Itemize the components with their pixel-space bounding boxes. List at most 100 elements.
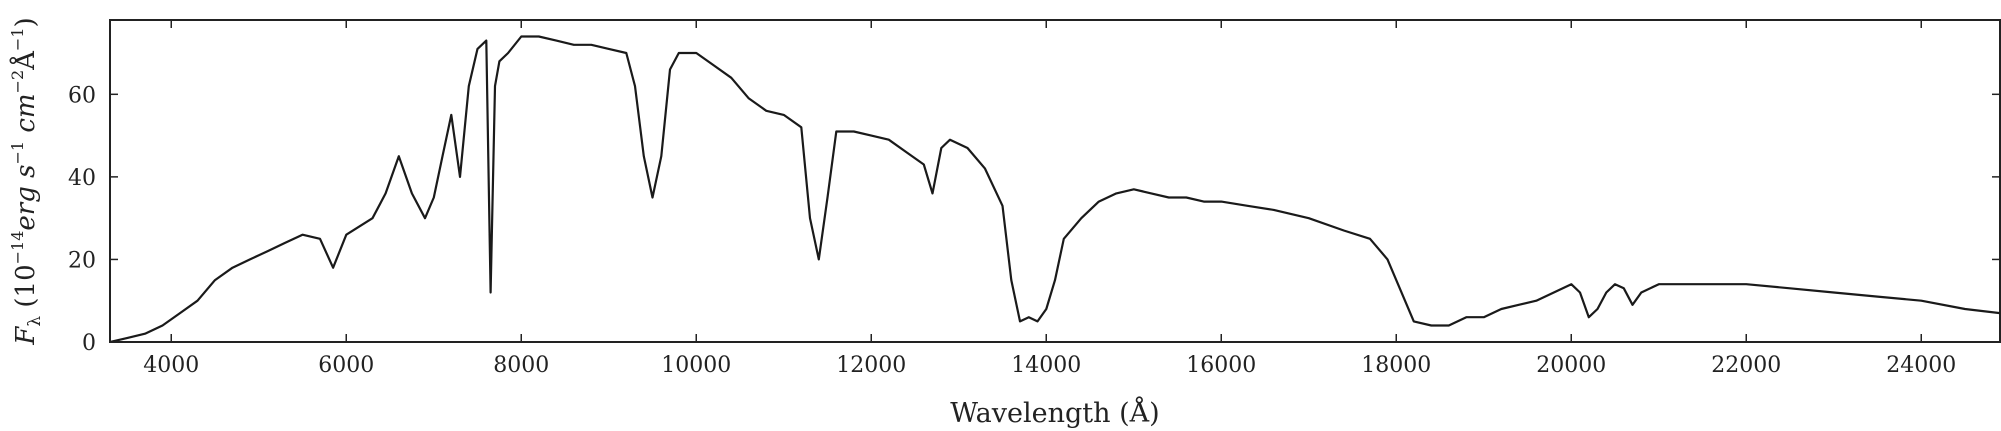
spectrum-data-point <box>625 52 627 54</box>
spectrum-data-point <box>1579 291 1581 294</box>
spectrum-data-point <box>1631 304 1634 306</box>
spectrum-data-point <box>144 333 146 335</box>
spectrum-data-point <box>249 258 251 260</box>
spectrum-data-point <box>126 337 129 339</box>
spectrum-data-point <box>573 44 575 46</box>
spectrum-data-point <box>450 114 452 116</box>
spectrum-data-point <box>940 147 942 149</box>
plot-frame <box>109 19 2001 343</box>
spectrum-data-point <box>1518 304 1520 306</box>
spectrum-data-point <box>1483 316 1485 318</box>
spectrum-data-point <box>888 139 890 141</box>
spectrum-data-point <box>1185 196 1187 199</box>
spectrum-data-point <box>783 114 785 116</box>
spectrum-data-point <box>358 225 360 227</box>
spectrum-data-point <box>231 267 234 269</box>
spectrum-series-line <box>110 35 2000 342</box>
spectrum-data-point <box>966 147 969 149</box>
y-tick-label: 40 <box>68 166 96 191</box>
spectrum-data-point <box>1701 283 1704 285</box>
spectrum-data-point <box>1623 287 1625 289</box>
spectrum-data-point <box>284 242 286 244</box>
spectrum-data-point <box>1535 300 1537 302</box>
spectrum-data-point <box>494 85 496 87</box>
y-tick-label: 20 <box>68 248 96 273</box>
spectrum-data-point <box>433 196 435 199</box>
spectrum-data-point <box>1054 279 1056 281</box>
spectrum-data-point <box>490 291 492 294</box>
x-tick-label: 12000 <box>836 353 906 378</box>
spectrum-data-point <box>507 52 509 54</box>
spectrum-data-point <box>660 155 662 157</box>
spectrum-data-point <box>643 155 645 157</box>
spectrum-data-point <box>345 234 347 236</box>
spectrum-data-point <box>301 234 304 236</box>
spectrum-data-point <box>669 68 671 71</box>
spectrum-data-point <box>590 44 592 46</box>
spectrum-data-point <box>398 155 400 157</box>
spectrum-data-point <box>1273 209 1275 211</box>
spectrum-data-point <box>332 267 334 269</box>
spectrum-data-point <box>1133 188 1135 190</box>
spectrum-data-point <box>1999 312 2000 314</box>
spectrum-data-point <box>1203 201 1205 203</box>
spectrum-data-point <box>485 40 487 42</box>
x-tick-label: 10000 <box>661 353 731 378</box>
spectrum-data-point <box>1220 201 1222 203</box>
x-tick-label: 4000 <box>143 353 199 378</box>
spectrum-data-point <box>695 52 697 54</box>
spectrum-data-point <box>730 77 732 79</box>
spectrum-data-point <box>1500 308 1502 310</box>
spectrum-data-point <box>411 192 413 194</box>
spectrum-data-point <box>1028 316 1030 318</box>
spectrum-data-point <box>1833 291 1835 294</box>
spectrum-data-point <box>949 139 951 141</box>
spectrum-data-point <box>319 238 321 240</box>
x-tick-label: 24000 <box>1886 353 1956 378</box>
spectrum-data-point <box>905 151 907 153</box>
spectrum-data-point <box>651 196 654 199</box>
spectrum-data-point <box>1596 308 1599 310</box>
spectrum-data-point <box>713 64 715 66</box>
spectrum-data-point <box>1019 320 1021 322</box>
spectrum-data-point <box>1036 320 1039 322</box>
spectrum-data-point <box>870 135 872 137</box>
spectrum-data-point <box>1465 316 1467 318</box>
spectrum-data-point <box>826 196 829 199</box>
spectrum-data-point <box>984 168 986 170</box>
spectrum-data-point <box>765 110 767 112</box>
spectrum-data-point <box>1308 217 1310 219</box>
spectrum-data-point <box>748 97 750 99</box>
spectrum-data-point <box>538 35 540 38</box>
spectrum-data-point <box>1570 283 1572 285</box>
spectrum-data-point <box>800 126 802 128</box>
spectrum-data-point <box>1448 324 1450 327</box>
spectrum-data-point <box>1640 291 1642 294</box>
spectrum-data-point <box>853 130 855 133</box>
spectrum-data-point <box>179 312 181 314</box>
spectrum-data-point <box>520 35 522 38</box>
spectrum-data-point <box>161 324 164 327</box>
spectrum-data-point <box>678 52 680 54</box>
spectrum-data-point <box>1404 300 1406 302</box>
x-tick-label: 18000 <box>1361 353 1431 378</box>
spectrum-data-point <box>1430 324 1432 327</box>
x-tick-label: 6000 <box>318 353 374 378</box>
spectrum-data-point <box>1588 316 1590 318</box>
spectrum-data-point <box>1964 308 1966 310</box>
spectrum-data-point <box>1386 258 1389 260</box>
y-tick-label: 60 <box>68 83 96 108</box>
spectrum-data-point <box>385 192 387 194</box>
spectrum-data-point <box>555 40 557 42</box>
spectrum-data-point <box>266 250 269 252</box>
spectrum-data-point <box>1063 238 1065 240</box>
spectrum-data-point <box>1605 291 1607 294</box>
spectrum-data-point <box>809 217 811 219</box>
spectrum-data-point <box>1168 196 1170 199</box>
x-tick-label: 20000 <box>1536 353 1606 378</box>
y-axis-label: Fλ (10−14erg s−1 cm−2Å−1) <box>8 17 45 345</box>
spectrum-data-point <box>931 192 934 194</box>
spectrum-data-point <box>476 48 479 50</box>
spectrum-data-point <box>634 85 636 87</box>
spectrum-data-point <box>1413 320 1415 322</box>
